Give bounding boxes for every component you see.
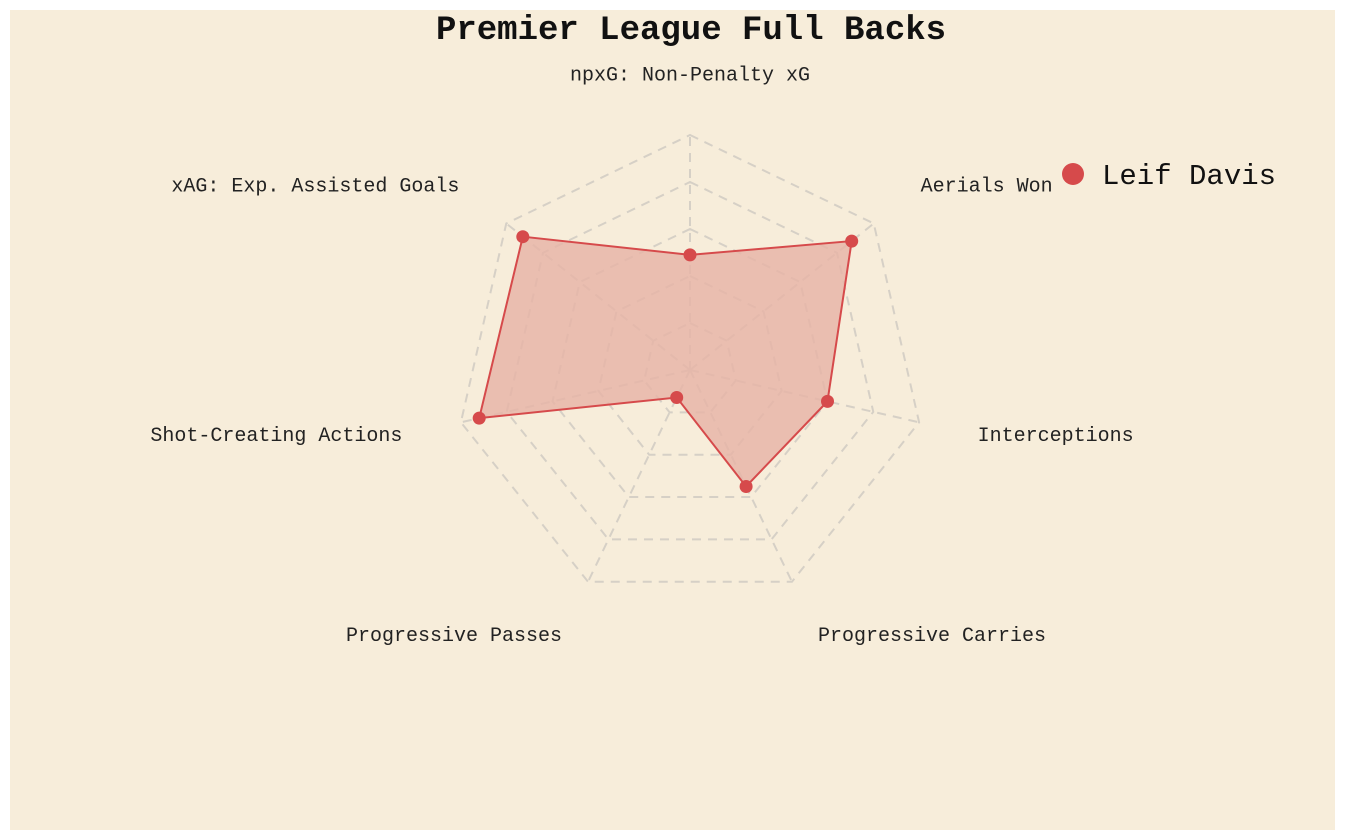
legend: Leif Davis	[1062, 160, 1276, 193]
series-layer	[472, 230, 859, 493]
chart-title: Premier League Full Backs	[436, 12, 946, 50]
data-point-progressive-carries	[739, 480, 753, 493]
data-point-npxg-non-penalty-xg	[683, 248, 697, 262]
data-point-shot-creating-actions	[472, 411, 486, 425]
data-point-aerials-won	[845, 234, 859, 248]
grid-ring-5	[459, 133, 921, 583]
legend-label-leif-davis: Leif Davis	[1102, 160, 1276, 193]
data-point-progressive-passes	[670, 391, 684, 404]
chart-panel	[10, 10, 1335, 830]
axis-labels: npxG: Non-Penalty xG Aerials Won Intercept…	[150, 64, 1133, 648]
axis-label-interceptions: Interceptions	[978, 425, 1134, 448]
data-point-interceptions	[821, 394, 834, 408]
axis-label-progressive-passes: Progressive Passes	[346, 625, 562, 648]
axis-label-npxg-non-penalty-xg: npxG: Non-Penalty xG	[570, 64, 810, 87]
legend-marker	[1062, 163, 1084, 185]
series-area-leif-davis	[477, 235, 853, 488]
axis-label-progressive-carries: Progressive Carries	[818, 625, 1046, 648]
grid-spoke-progressive-passes	[587, 369, 691, 583]
axis-label-aerials-won: Aerials Won	[921, 175, 1053, 198]
axis-label-shot-creating-actions: Shot-Creating Actions	[150, 425, 402, 448]
axis-label-xag-exp-assisted-goals: xAG: Exp. Assisted Goals	[171, 175, 459, 198]
data-point-xag-exp-assisted-goals	[516, 230, 530, 244]
